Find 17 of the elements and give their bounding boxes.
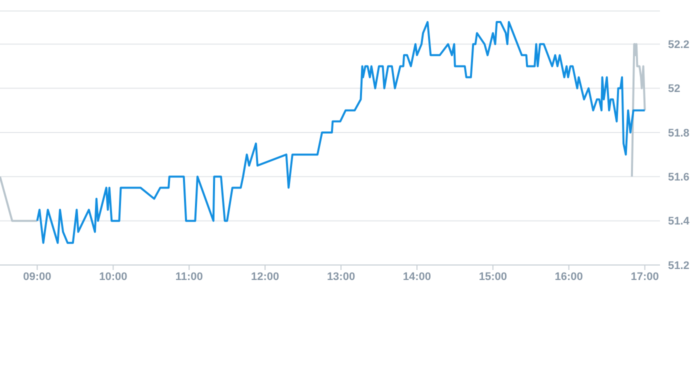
x-tick-label: 11:00 [175,270,203,283]
y-tick-label: 51.2 [668,260,690,272]
x-tick-label: 15:00 [478,270,507,283]
x-tick-label: 13:00 [326,270,356,283]
y-tick-label: 52 [668,83,680,96]
x-tick-label: 12:00 [250,270,280,283]
x-tick-label: 16:00 [554,270,583,283]
line-series [630,43,646,178]
line-series [36,21,646,244]
y-tick-label: 51.8 [668,127,690,140]
x-tick-label: 17:00 [630,270,659,283]
y-tick-label: 51.4 [668,216,690,228]
y-tick-label: 52.2 [668,39,690,52]
x-tick-label: 14:00 [402,270,432,283]
x-tick-label: 09:00 [23,270,52,283]
x-tick-label: 10:00 [99,270,128,283]
y-tick-label: 51.6 [668,172,690,184]
